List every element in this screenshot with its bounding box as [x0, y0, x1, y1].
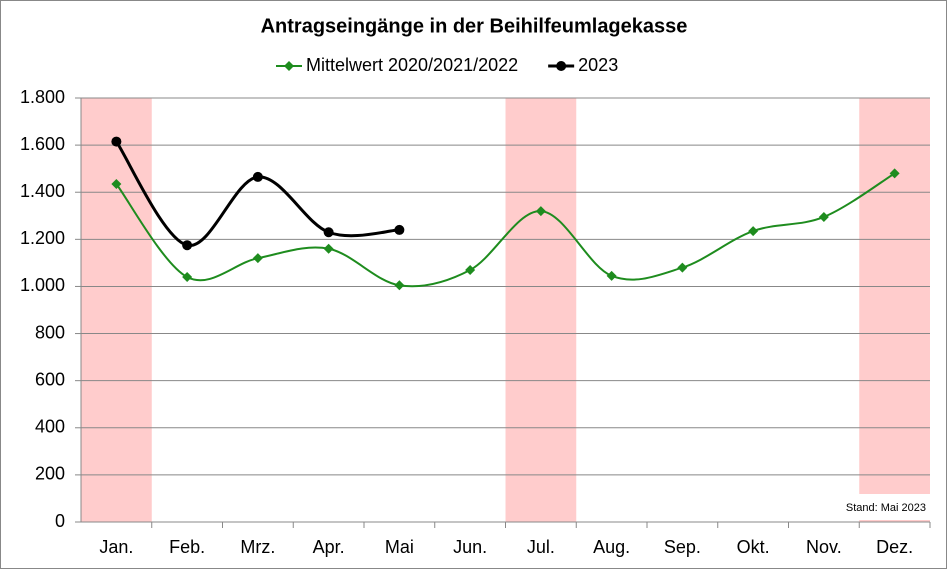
x-tick-label: Jul. [527, 537, 555, 557]
y-tick-label: 1.800 [20, 87, 65, 107]
y-tick-label: 0 [55, 511, 65, 531]
highlight-band [505, 98, 577, 522]
marker [252, 171, 263, 182]
y-tick-label: 1.000 [20, 275, 65, 295]
chart-title: Antragseingänge in der Beihilfeumlagekas… [261, 15, 688, 37]
x-tick-label: Feb. [169, 537, 205, 557]
marker [111, 178, 122, 189]
highlight-band [81, 98, 152, 522]
legend-label: Mittelwert 2020/2021/2022 [306, 55, 518, 75]
marker [677, 262, 688, 273]
legend-marker [556, 61, 567, 71]
marker [889, 168, 900, 179]
marker [394, 280, 405, 291]
x-tick-label: Nov. [806, 537, 842, 557]
annotation-box [822, 494, 930, 520]
marker [182, 272, 193, 283]
annotation: Stand: Mai 2023 [822, 494, 930, 520]
highlight-band [859, 98, 930, 522]
x-tick-label: Dez. [876, 537, 913, 557]
marker [252, 253, 263, 264]
marker [606, 270, 617, 281]
x-tick-label: Jan. [99, 537, 133, 557]
x-tick-label: Aug. [593, 537, 630, 557]
marker [394, 224, 405, 235]
legend: Mittelwert 2020/2021/2022 2023 [276, 55, 618, 75]
annotation-text: Stand: Mai 2023 [846, 502, 926, 514]
marker [323, 243, 334, 254]
legend-marker [284, 61, 294, 71]
legend-label: 2023 [578, 55, 618, 75]
marker [182, 240, 193, 251]
y-tick-label: 600 [35, 369, 65, 389]
y-tick-label: 1.400 [20, 181, 65, 201]
marker [535, 206, 546, 217]
x-tick-label: Okt. [737, 537, 770, 557]
y-tick-label: 1.200 [20, 228, 65, 248]
x-tick-label: Apr. [313, 537, 345, 557]
y-tick-label: 400 [35, 417, 65, 437]
marker [818, 211, 829, 222]
y-tick-label: 200 [35, 464, 65, 484]
marker [465, 264, 476, 275]
series-line [115, 140, 400, 247]
x-tick-label: Sep. [664, 537, 701, 557]
marker [111, 136, 122, 147]
marker [323, 227, 334, 238]
x-tick-label: Mrz. [240, 537, 275, 557]
y-tick-label: 800 [35, 322, 65, 342]
marker [748, 226, 759, 237]
x-tick-label: Jun. [453, 537, 487, 557]
y-tick-label: 1.600 [20, 134, 65, 154]
x-tick-label: Mai [385, 537, 414, 557]
